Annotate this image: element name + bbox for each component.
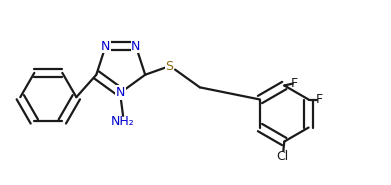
Text: N: N	[101, 40, 110, 53]
Text: N: N	[116, 86, 126, 99]
Text: S: S	[165, 60, 174, 73]
Text: N: N	[131, 40, 140, 53]
Text: F: F	[291, 77, 298, 90]
Text: F: F	[315, 93, 323, 106]
Text: Cl: Cl	[276, 150, 288, 163]
Text: NH₂: NH₂	[111, 115, 135, 128]
